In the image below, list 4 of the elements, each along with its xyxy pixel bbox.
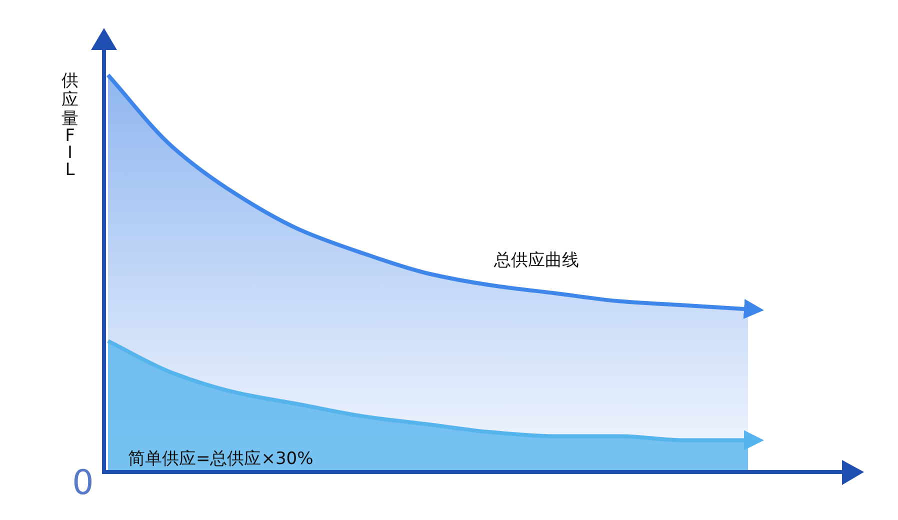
- series-label: 总供应曲线: [493, 250, 579, 270]
- y-axis-title: 供应量FIL: [62, 71, 78, 180]
- series-label: 简单供应=总供应×30%: [128, 449, 314, 469]
- annotation: 0: [72, 463, 94, 503]
